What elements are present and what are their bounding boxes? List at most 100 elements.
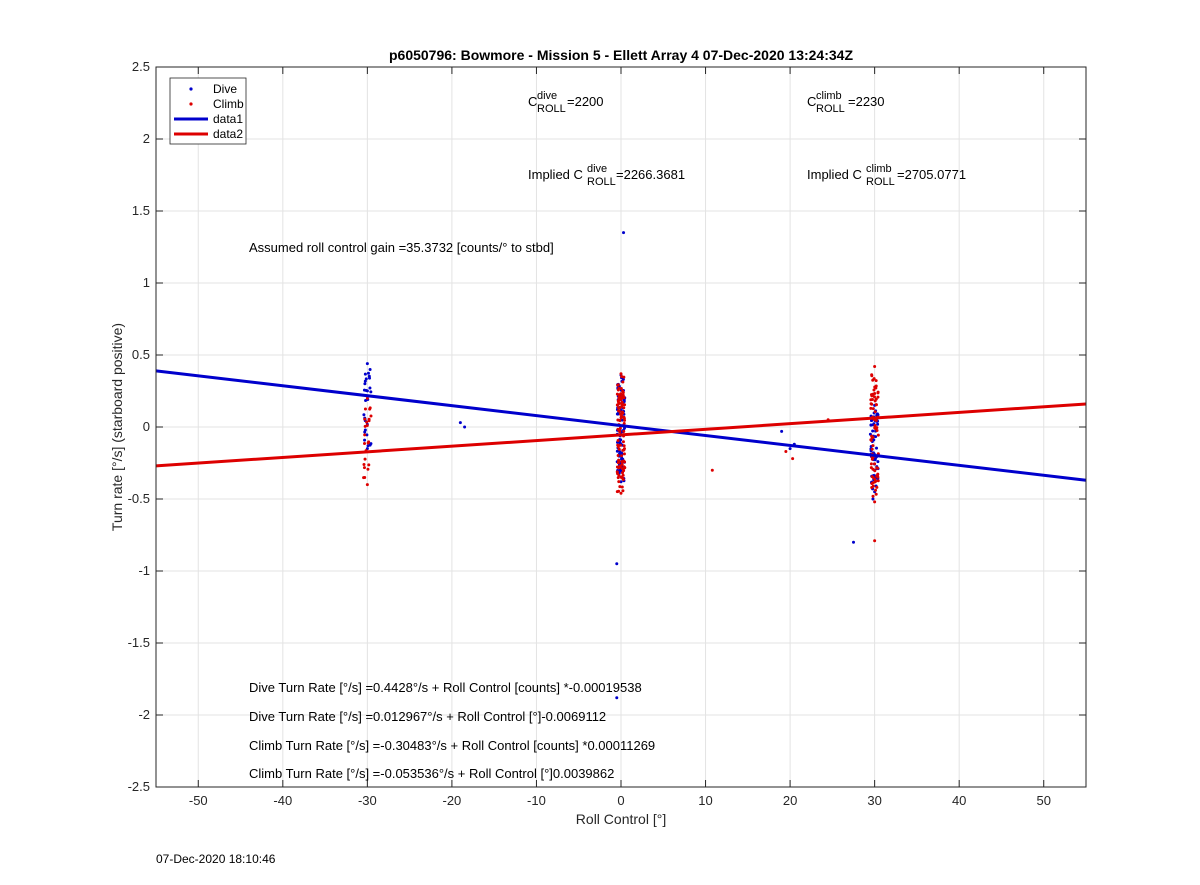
- dive-point: [362, 413, 366, 417]
- c-climb-sub: ROLL: [816, 103, 845, 115]
- climb-point: [872, 388, 876, 392]
- climb-point: [363, 441, 367, 445]
- climb-point: [871, 481, 875, 485]
- x-axis-label: Roll Control [°]: [576, 811, 666, 827]
- climb-point: [874, 403, 878, 407]
- implied-climb-value: =2705.0771: [897, 167, 966, 182]
- y-tick-label: -0.5: [128, 491, 150, 506]
- climb-point: [620, 485, 624, 489]
- x-tick-label: 40: [952, 793, 966, 808]
- x-tick-label: -30: [358, 793, 377, 808]
- dive-point: [875, 446, 879, 450]
- legend-data2-label: data2: [213, 127, 243, 141]
- legend-dive-marker: [189, 87, 193, 91]
- climb-point: [617, 398, 621, 402]
- climb-point: [620, 460, 624, 464]
- data-layer: [155, 231, 1087, 700]
- climb-point: [874, 488, 878, 492]
- climb-point: [620, 374, 624, 378]
- dive-point: [620, 451, 624, 455]
- climb-point: [622, 415, 626, 419]
- climb-point: [620, 396, 624, 400]
- y-tick-label: 2.5: [132, 59, 150, 74]
- dive-point: [619, 438, 623, 442]
- dive-point: [363, 428, 367, 432]
- x-tick-label: -40: [273, 793, 292, 808]
- dive-point: [368, 368, 372, 372]
- climb-point: [870, 475, 874, 479]
- climb-point: [620, 454, 624, 458]
- x-tick-label: 0: [617, 793, 624, 808]
- climb-point: [616, 388, 620, 392]
- climb-point: [362, 476, 366, 480]
- dive-point: [363, 382, 367, 386]
- c-dive-base: C: [528, 94, 537, 109]
- y-tick-label: -1.5: [128, 635, 150, 650]
- print-timestamp: 07-Dec-2020 18:10:46: [156, 852, 276, 866]
- climb-point: [871, 494, 875, 498]
- climb-point: [362, 463, 366, 467]
- climb-point: [869, 406, 873, 410]
- climb-point: [876, 395, 880, 399]
- climb-point: [872, 377, 876, 381]
- climb-point: [870, 434, 874, 438]
- data2-fit-line: [155, 402, 1087, 468]
- climb-point: [876, 433, 880, 437]
- dive-degrees-equation: Dive Turn Rate [°/s] =0.012967°/s + Roll…: [249, 709, 606, 724]
- dive-point: [364, 377, 368, 381]
- c-dive-sup: dive: [537, 90, 557, 102]
- climb-point: [622, 396, 626, 400]
- climb-degrees-equation: Climb Turn Rate [°/s] =-0.053536°/s + Ro…: [249, 766, 614, 781]
- climb-point: [622, 406, 626, 410]
- climb-point: [876, 479, 880, 483]
- implied-dive-sup: dive: [587, 163, 607, 175]
- implied-climb-prefix: Implied C: [807, 167, 862, 182]
- dive-point: [876, 460, 880, 464]
- climb-point: [616, 409, 620, 413]
- dive-point: [368, 443, 372, 447]
- c-climb-sup: climb: [816, 90, 842, 102]
- dive-point: [872, 438, 876, 442]
- climb-point: [617, 480, 621, 484]
- climb-point: [870, 374, 874, 378]
- climb-point: [784, 449, 788, 453]
- climb-point: [622, 444, 626, 448]
- x-tick-label: 50: [1036, 793, 1050, 808]
- implied-dive-annotation: Implied C dive ROLL =2266.3681: [528, 163, 685, 188]
- climb-point: [875, 485, 879, 489]
- climb-point: [616, 439, 620, 443]
- dive-point: [615, 449, 619, 453]
- climb-point: [621, 380, 625, 384]
- dive-point: [622, 398, 626, 402]
- climb-point: [874, 479, 878, 483]
- climb-point: [621, 448, 625, 452]
- climb-point: [619, 392, 623, 396]
- climb-point: [619, 475, 623, 479]
- climb-point: [615, 403, 619, 407]
- climb-point: [616, 383, 620, 387]
- x-tick-label: 20: [783, 793, 797, 808]
- climb-point: [873, 469, 877, 473]
- climb-point: [871, 407, 875, 411]
- climb-point: [619, 386, 623, 390]
- climb-point: [362, 466, 366, 470]
- climb-point: [621, 411, 625, 415]
- climb-point: [621, 393, 625, 397]
- climb-point: [869, 466, 873, 470]
- implied-dive-value: =2266.3681: [616, 167, 685, 182]
- climb-point: [873, 410, 877, 414]
- climb-point: [620, 471, 624, 475]
- climb-point: [367, 463, 371, 467]
- legend-data1-label: data1: [213, 112, 243, 126]
- dive-point: [873, 456, 877, 460]
- climb-point: [618, 485, 622, 489]
- ticks: -50 -40 -30 -20 -10 0 10 20 30 40 50-2.5-2-1.5-1-0…: [128, 59, 1086, 808]
- y-tick-label: 2: [143, 131, 150, 146]
- climb-point: [363, 433, 367, 437]
- x-tick-label: -50: [189, 793, 208, 808]
- climb-point: [618, 426, 622, 430]
- climb-point: [874, 419, 878, 423]
- climb-point: [363, 424, 367, 428]
- dive-point: [365, 433, 369, 437]
- climb-point: [874, 492, 878, 496]
